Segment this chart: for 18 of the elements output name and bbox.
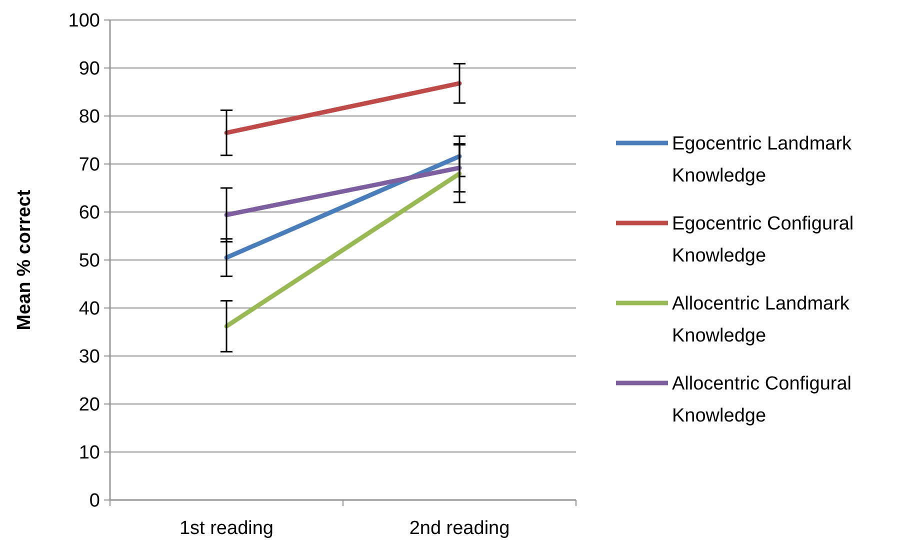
legend-label: Allocentric Configural Knowledge <box>672 374 852 427</box>
x-tick-label: 2nd reading <box>409 518 510 539</box>
y-tick-label: 40 <box>78 298 100 320</box>
y-tick-label: 100 <box>68 10 100 32</box>
x-tick-label: 1st reading <box>179 518 274 539</box>
y-tick-label: 30 <box>78 346 100 368</box>
legend-label: Egocentric Landmark Knowledge <box>672 134 852 187</box>
y-tick-label: 90 <box>78 58 100 80</box>
legend-label: Allocentric Landmark Knowledge <box>672 294 850 347</box>
y-tick-label: 20 <box>78 394 100 416</box>
y-tick-label: 70 <box>78 154 100 176</box>
y-tick-label: 80 <box>78 106 100 128</box>
y-tick-label: 50 <box>78 250 100 272</box>
y-tick-label: 0 <box>89 490 100 512</box>
y-tick-label: 60 <box>78 202 100 224</box>
y-tick-label: 10 <box>78 442 100 464</box>
legend-label: Egocentric Configural Knowledge <box>672 214 854 267</box>
y-axis-title: Mean % correct <box>14 189 35 330</box>
